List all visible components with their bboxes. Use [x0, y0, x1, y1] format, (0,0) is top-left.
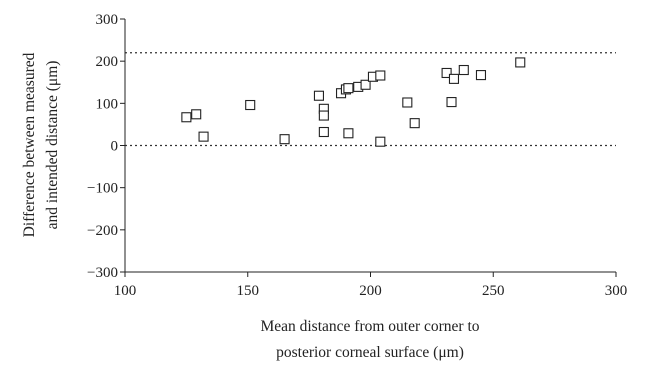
- data-point: [448, 73, 460, 84]
- data-point: [475, 70, 487, 81]
- x-tick-label: 150: [237, 283, 260, 299]
- data-point: [515, 57, 526, 68]
- x-axis-title-line-2: posterior corneal surface (μm): [276, 344, 464, 361]
- data-point: [402, 97, 413, 108]
- data-point: [375, 136, 386, 147]
- data-point: [245, 99, 256, 111]
- data-point: [181, 112, 192, 123]
- data-point: [409, 118, 420, 129]
- y-axis-title-line-2: and intended distance (μm): [44, 61, 61, 230]
- data-point: [313, 90, 324, 101]
- x-tick-label: 300: [605, 283, 628, 299]
- x-axis: 100 150 200 250 300: [114, 271, 628, 299]
- data-point: [360, 79, 371, 90]
- reference-lines: [125, 52, 616, 147]
- data-points: [181, 57, 526, 147]
- y-tick-label: −100: [87, 181, 118, 197]
- data-point: [441, 67, 452, 79]
- y-axis-ticks: 300 200 100 0 −100 −200 −300: [87, 12, 125, 281]
- data-point: [343, 128, 354, 139]
- x-tick-label: 100: [114, 283, 137, 299]
- y-tick-label: 100: [96, 96, 119, 112]
- x-axis-title-line-1: Mean distance from outer corner to: [260, 318, 479, 335]
- x-tick-label: 250: [482, 283, 505, 299]
- data-point: [375, 70, 386, 81]
- y-tick-label: −200: [87, 223, 118, 239]
- x-axis-ticks: 100 150 200 250 300: [114, 272, 628, 299]
- data-point: [198, 131, 209, 142]
- data-point: [191, 109, 202, 120]
- data-point: [318, 126, 329, 138]
- y-tick-label: 200: [96, 54, 119, 70]
- y-tick-label: −300: [87, 265, 118, 281]
- data-point: [318, 110, 329, 121]
- y-tick-label: 0: [111, 139, 119, 155]
- y-axis-title-line-1: Difference between measured: [21, 52, 38, 237]
- data-point: [458, 64, 469, 76]
- x-tick-label: 200: [359, 283, 382, 299]
- y-tick-label: 300: [96, 12, 119, 28]
- data-point: [446, 97, 457, 108]
- data-point: [279, 134, 290, 145]
- data-point: [343, 83, 354, 94]
- y-axis: 300 200 100 0 −100 −200 −300: [87, 12, 126, 281]
